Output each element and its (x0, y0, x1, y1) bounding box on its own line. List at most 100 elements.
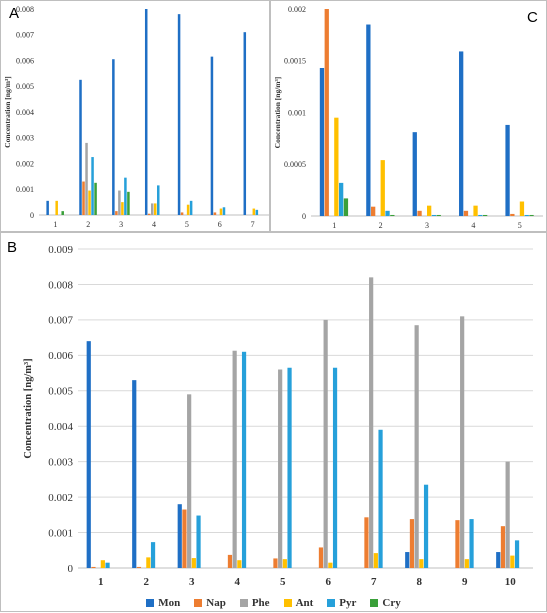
bar-phe (505, 461, 510, 568)
bar-nap (180, 212, 184, 215)
bar-pyr (124, 177, 127, 215)
bar-pyr (105, 562, 110, 568)
bar-pyr (332, 367, 338, 568)
y-tick-label: 0.0015 (284, 57, 306, 66)
bar-phe (323, 319, 328, 568)
legend-item-nap: Nap (194, 597, 226, 609)
bar-mon (177, 14, 181, 216)
y-tick-label: 0.007 (16, 31, 34, 40)
chart-a-svg: 0 0.001 0.002 0.003 0.004 0.005 0.006 0.007 0.00… (3, 5, 269, 229)
y-tick-label: 0.008 (48, 279, 73, 291)
bar-nap (115, 211, 118, 215)
bar-mon (412, 132, 417, 216)
bar-ant (219, 208, 223, 215)
bar-ant (510, 555, 515, 568)
legend-item-ant: Ant (283, 597, 314, 609)
bar-nap (182, 509, 187, 568)
bar-ant (237, 560, 242, 568)
bar-mon (505, 124, 510, 216)
bar-phe (85, 142, 88, 215)
x-tick-label: 5 (280, 576, 286, 588)
bar-nap (213, 212, 217, 215)
bar-pyr (338, 182, 344, 216)
bar-nap (147, 213, 151, 215)
legend-label: Ant (295, 597, 314, 609)
legend-swatch (239, 599, 248, 607)
y-tick-label: 0.004 (48, 421, 73, 433)
bar-pyr (255, 209, 259, 215)
x-tick-label: 1 (98, 576, 104, 588)
y-tick-label: 0.001 (16, 185, 34, 194)
bar-mon (177, 504, 182, 568)
y-tick-label: 0 (302, 212, 306, 221)
bar-ant (55, 200, 58, 215)
chart-b-svg: 0 0.001 0.002 0.003 0.004 0.005 0.006 0.007 0.00… (23, 244, 533, 588)
x-tick-label: 3 (425, 221, 429, 230)
legend-label: Cry (382, 597, 401, 609)
x-tick-label: 2 (379, 221, 383, 230)
bar-ant (519, 201, 525, 216)
bar-phe (460, 316, 465, 568)
x-tick-label: 5 (185, 220, 189, 229)
bar-ant (373, 553, 378, 568)
x-tick-label: 1 (53, 220, 57, 229)
y-axis-label: Concentration [ng/m³] (3, 76, 12, 148)
bar-pyr (241, 351, 247, 568)
legend-swatch (283, 599, 292, 607)
bar-cry (482, 214, 488, 216)
y-tick-label: 0.003 (16, 134, 34, 143)
bar-nap (500, 526, 506, 568)
x-tick-label: 4 (235, 576, 241, 588)
bar-ant (380, 160, 385, 216)
panel-letter-b: B (7, 239, 18, 256)
bar-pyr (157, 185, 160, 215)
panel-letter-c: C (527, 9, 538, 26)
bar-phe (118, 190, 121, 215)
bar-ant (328, 562, 333, 568)
bar-pyr (469, 519, 474, 568)
bar-cry (343, 198, 349, 216)
legend-swatch (370, 599, 379, 607)
x-tick-label: 3 (189, 576, 195, 588)
y-tick-label: 0.005 (16, 82, 34, 91)
x-tick-label: 9 (462, 576, 468, 588)
bar-mon (366, 24, 371, 217)
bar-nap (463, 210, 469, 216)
x-tick-label: 7 (371, 576, 377, 588)
x-tick-label: 2 (144, 576, 150, 588)
bar-pyr (378, 429, 383, 568)
chart-c-svg: 0 0.0005 0.001 0.0015 0.002 Concentration [ng… (273, 5, 543, 230)
legend-item-mon: Mon (146, 597, 180, 609)
y-tick-label: 0.0005 (284, 160, 306, 169)
y-axis-label: Concentration [ng/m³] (23, 358, 34, 458)
bar-mon (319, 67, 325, 217)
bar-phe (150, 203, 154, 215)
bar-ant (100, 560, 105, 568)
bar-nap (510, 213, 515, 216)
x-tick-label: 7 (251, 220, 255, 229)
bar-ant (252, 208, 256, 215)
legend-swatch (146, 599, 155, 607)
legend-item-cry: Cry (370, 597, 401, 609)
bar-ant (464, 559, 469, 568)
y-tick-label: 0.001 (48, 527, 73, 539)
legend-label: Pyr (339, 597, 357, 609)
bar-nap (318, 547, 324, 568)
bar-ant (146, 557, 151, 568)
legend-item-pyr: Pyr (327, 597, 356, 609)
bar-mon (210, 56, 214, 216)
bar-nap (371, 206, 376, 216)
bar-cry (127, 191, 130, 215)
bar-cry (390, 214, 395, 216)
bar-pyr (385, 210, 390, 216)
x-tick-label: 3 (119, 220, 123, 229)
bar-ant (186, 204, 190, 215)
y-tick-label: 0.001 (288, 108, 306, 117)
bar-ant (88, 190, 91, 215)
bar-phe (232, 350, 237, 568)
legend-label: Mon (158, 597, 181, 609)
bar-phe (414, 325, 419, 568)
bar-cry (61, 211, 64, 215)
bar-nap (227, 554, 233, 568)
bar-ant (419, 559, 424, 568)
